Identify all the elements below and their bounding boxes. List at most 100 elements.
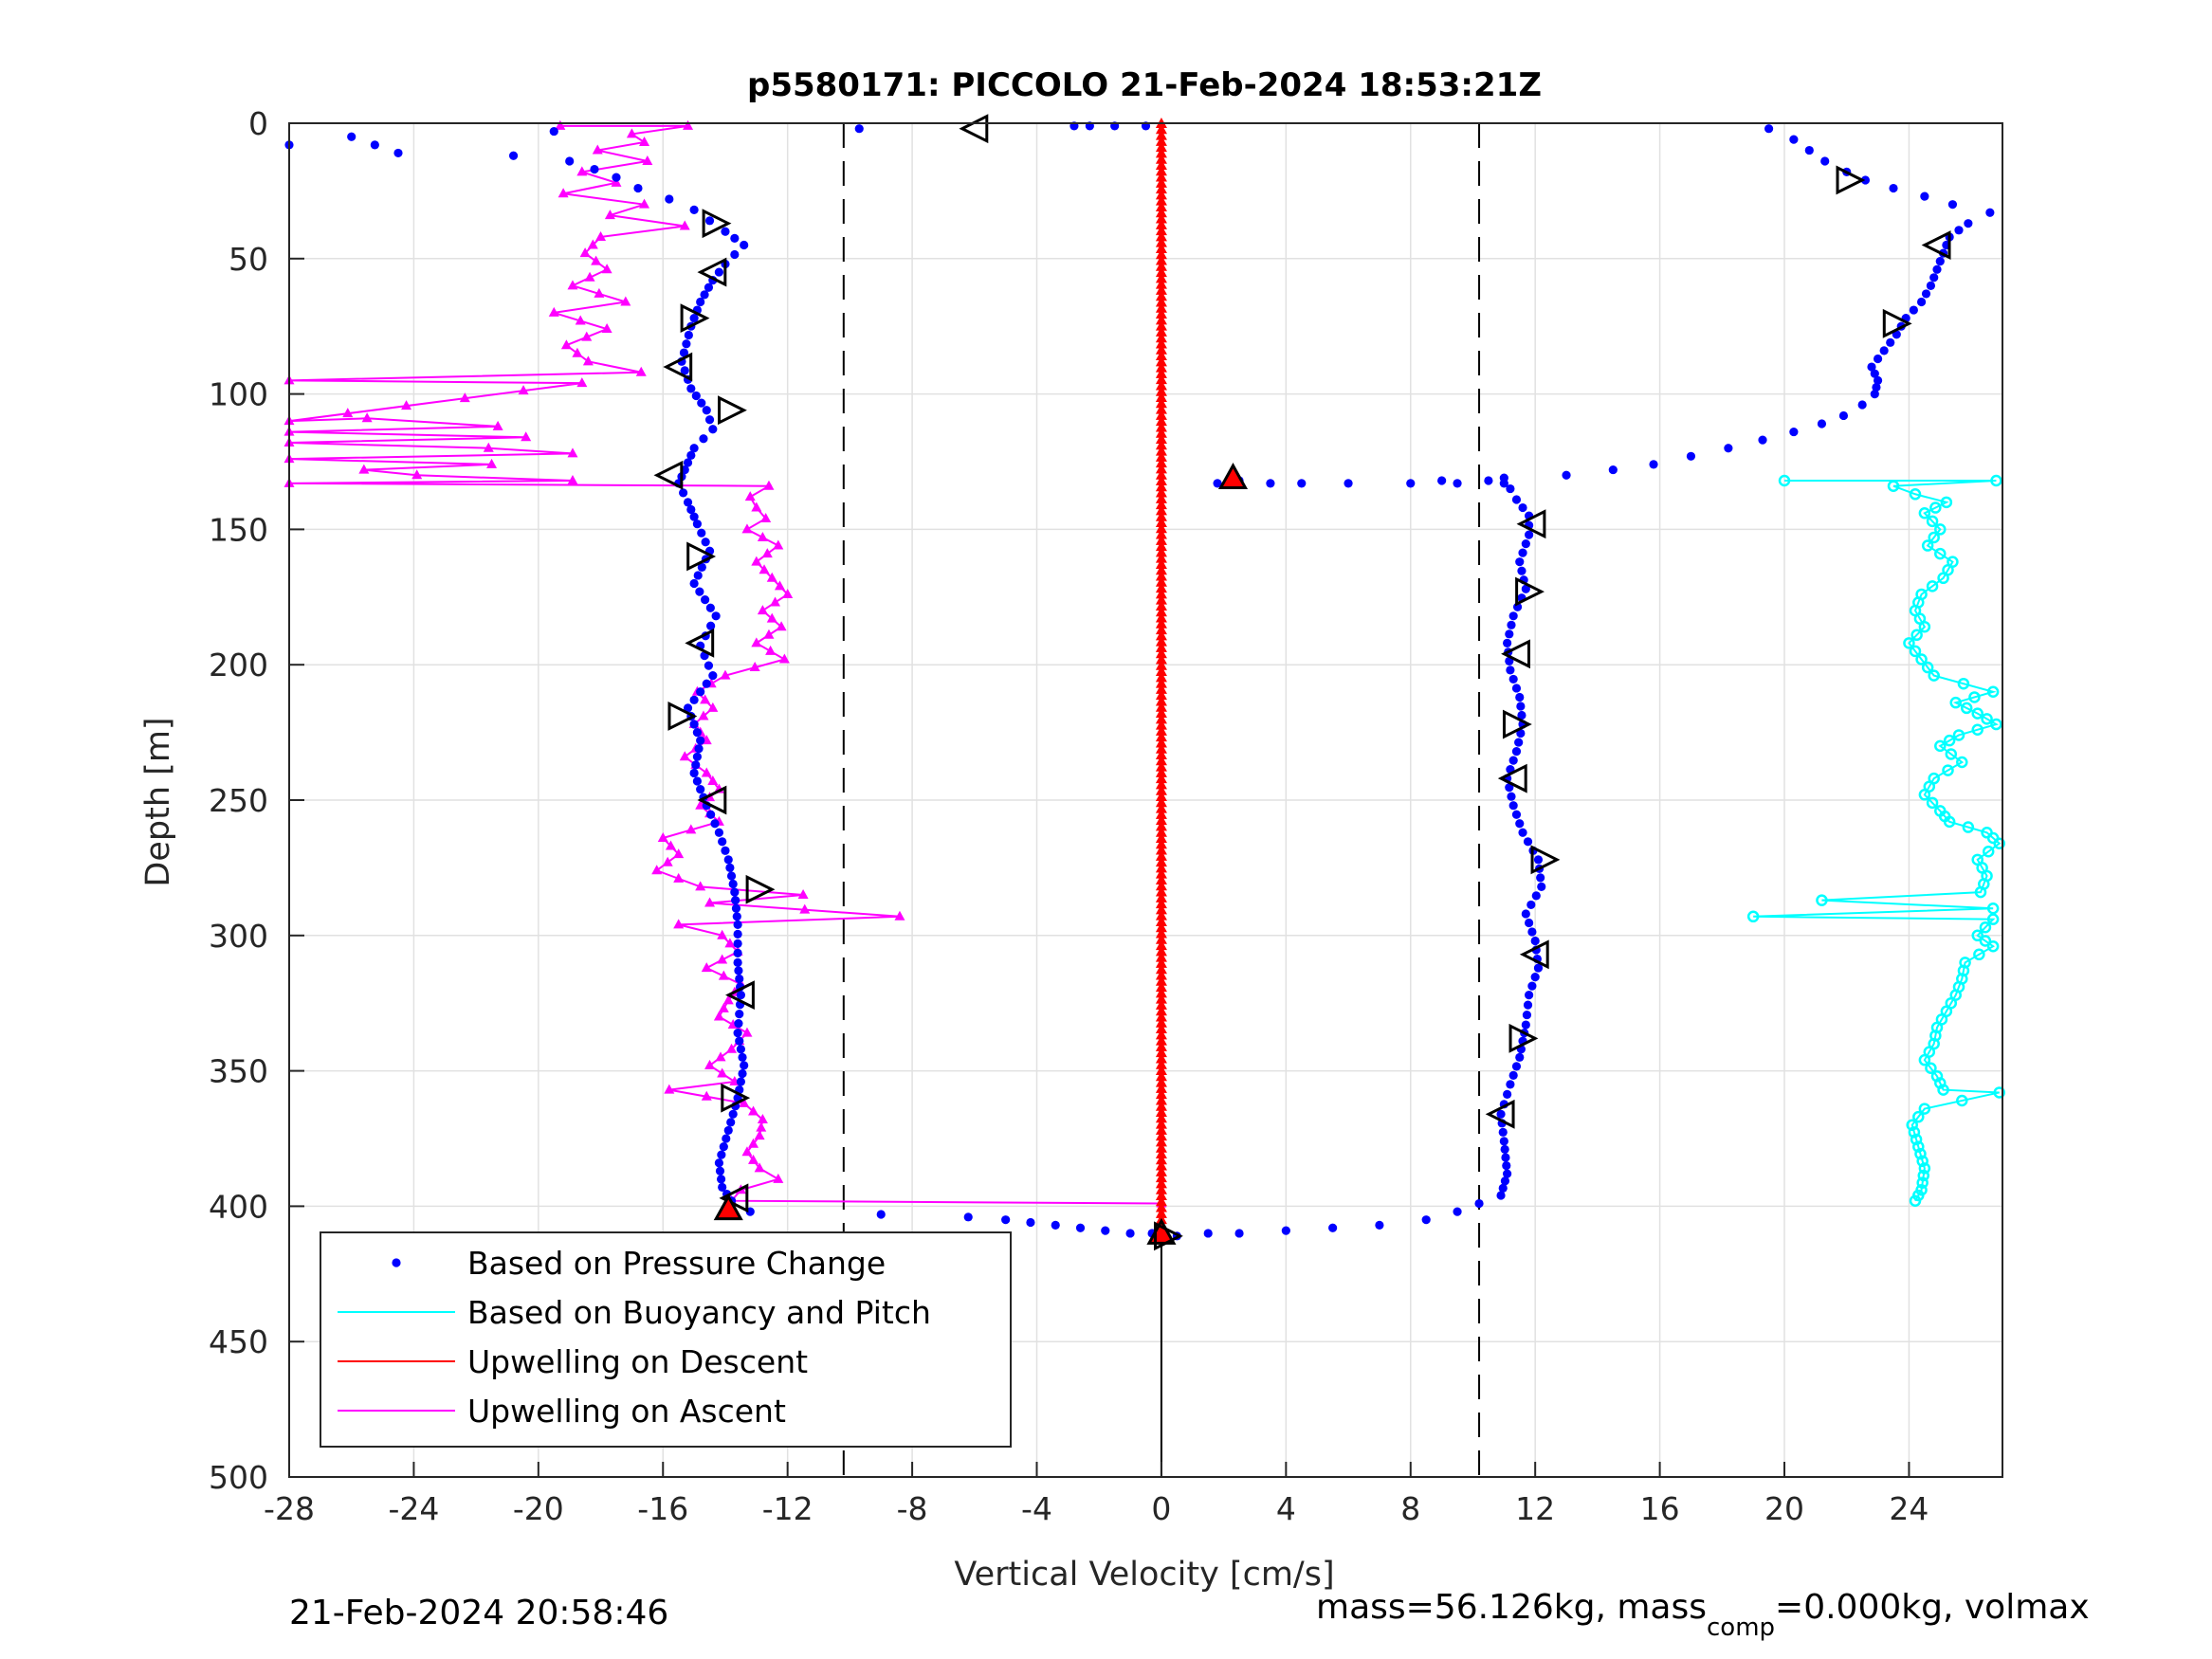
direction-marker-18	[1882, 308, 1912, 338]
y-tick-label-8: 400	[209, 1188, 268, 1225]
upwelling-ascent-point-100	[799, 903, 811, 914]
upwelling-descent-point-135	[1155, 921, 1167, 933]
pressure-change-ascent-point-42	[1526, 900, 1536, 910]
upwelling-ascent-point-67	[751, 637, 762, 647]
upwelling-descent-point-137	[1155, 933, 1167, 944]
pressure-change-descent-point-91	[730, 887, 740, 897]
pressure-change-descent-point-121	[719, 1141, 728, 1152]
buoyancy-pitch-point-97	[1916, 1176, 1929, 1189]
buoyancy-pitch-point-1	[1990, 474, 2002, 487]
upwelling-ascent-point-34	[342, 408, 354, 418]
upwelling-ascent-point-93	[673, 848, 685, 859]
direction-marker-27	[1508, 1023, 1539, 1053]
pressure-change-descent-point-120	[722, 1134, 731, 1143]
upwelling-ascent-point-33	[401, 400, 412, 410]
direction-marker-14	[719, 1183, 749, 1213]
pressure-change-ascent-point-4	[1328, 1223, 1338, 1232]
upwelling-ascent-point-62	[770, 596, 781, 607]
upwelling-descent-point-32	[1155, 308, 1167, 319]
pressure-change-ascent-point-98	[1437, 476, 1447, 485]
x-tick-label-0: -28	[264, 1490, 315, 1527]
pressure-change-ascent-point-140	[1804, 145, 1814, 155]
pressure-change-descent-point-57	[701, 595, 710, 605]
upwelling-descent-point-35	[1155, 325, 1167, 337]
upwelling-descent-point-46	[1155, 392, 1167, 403]
direction-marker-15	[713, 1194, 743, 1221]
pressure-change-descent-point-55	[689, 578, 699, 589]
pressure-change-descent-point-110	[738, 1052, 747, 1062]
pressure-change-ascent-point-80	[1515, 557, 1525, 567]
pressure-change-ascent-point-135	[1920, 191, 1929, 201]
upwelling-ascent-point-9	[639, 198, 650, 209]
pressure-change-ascent-point-117	[1886, 337, 1895, 347]
upwelling-descent-point-104	[1155, 737, 1167, 748]
pressure-change-ascent-point-33	[1527, 981, 1537, 991]
upwelling-descent-point-67	[1155, 516, 1167, 527]
data-marks	[283, 114, 2005, 1251]
upwelling-descent-point-179	[1155, 1183, 1167, 1194]
upwelling-ascent-point-60	[774, 580, 785, 591]
pressure-change-descent-point-45	[683, 498, 693, 507]
pressure-change-descent-point-29	[680, 366, 689, 375]
buoyancy-pitch-point-94	[1916, 1155, 1929, 1168]
upwelling-ascent-point-31	[518, 385, 529, 395]
buoyancy-pitch-point-26	[1928, 669, 1940, 682]
upwelling-descent-point-34	[1155, 319, 1167, 331]
pressure-change-ascent-point-102	[1649, 460, 1658, 469]
upwelling-descent-point-72	[1155, 546, 1167, 557]
upwelling-descent-point-105	[1155, 742, 1167, 754]
buoyancy-pitch-point-27	[1957, 677, 1970, 690]
pressure-change-ascent-point-106	[1789, 427, 1799, 437]
pressure-change-ascent-point-122	[1916, 297, 1927, 307]
upwelling-descent-point-119	[1155, 826, 1167, 837]
pressure-change-ascent-point-30	[1522, 1010, 1532, 1020]
upwelling-descent-point-131	[1155, 898, 1167, 909]
pressure-change-ascent-point-58	[1508, 756, 1518, 765]
direction-marker-9	[667, 702, 698, 731]
upwelling-descent-point-65	[1155, 504, 1167, 516]
pressure-change-ascent-point-71	[1503, 638, 1512, 647]
upwelling-descent-point-118	[1155, 820, 1167, 831]
pressure-change-descent-point-109	[736, 1045, 745, 1054]
pressure-change-descent-point-134	[1051, 1220, 1060, 1230]
x-tick-label-6: -4	[1021, 1490, 1052, 1527]
upwelling-ascent-point-99	[704, 897, 716, 907]
upwelling-ascent-point-76	[698, 710, 709, 720]
pressure-change-descent-point-26	[682, 339, 691, 349]
pressure-change-descent-point-31	[686, 384, 696, 393]
direction-marker-17	[1921, 230, 1951, 260]
pressure-change-ascent-point-10	[1498, 1183, 1508, 1193]
pressure-change-ascent-point-31	[1523, 1000, 1533, 1010]
upwelling-descent-point-88	[1155, 641, 1167, 652]
upwelling-descent-point-51	[1155, 421, 1167, 432]
pressure-change-descent-point-79	[696, 784, 705, 794]
upwelling-descent-point-161	[1155, 1076, 1167, 1087]
pressure-change-ascent-point-148	[549, 126, 558, 137]
buoyancy-pitch-point-32	[1971, 707, 1983, 720]
pressure-change-descent-point-13	[730, 233, 740, 243]
upwelling-descent-point-175	[1155, 1159, 1167, 1171]
upwelling-ascent-point-131	[748, 1154, 759, 1164]
buoyancy-pitch-point-8	[1934, 523, 1947, 536]
pressure-change-ascent-point-108	[1838, 410, 1849, 421]
buoyancy-pitch-point-67	[1973, 948, 1985, 961]
upwelling-descent-point-109	[1155, 766, 1167, 777]
pressure-change-ascent-point-7	[1453, 1207, 1462, 1216]
pressure-change-ascent-point-45	[1536, 873, 1545, 883]
upwelling-ascent-point-10	[604, 210, 615, 220]
pressure-change-ascent-point-133	[1985, 208, 1995, 217]
buoyancy-pitch-point-0	[1778, 474, 1791, 487]
upwelling-descent-point-41	[1155, 361, 1167, 373]
upwelling-ascent-point-75	[707, 702, 719, 712]
pressure-change-descent-point-131	[963, 1212, 973, 1222]
upwelling-ascent-point-45	[358, 464, 370, 474]
upwelling-ascent-point-54	[757, 531, 768, 541]
direction-marker-11	[745, 874, 776, 904]
y-axis-label: Depth [m]	[139, 717, 177, 886]
pressure-change-ascent-point-53	[1508, 801, 1518, 811]
upwelling-ascent-point-26	[572, 347, 583, 357]
upwelling-ascent-point-91	[657, 831, 668, 842]
upwelling-descent-point-110	[1155, 773, 1167, 784]
upwelling-descent-point-178	[1155, 1177, 1167, 1189]
pressure-change-descent-point-10	[689, 205, 699, 214]
